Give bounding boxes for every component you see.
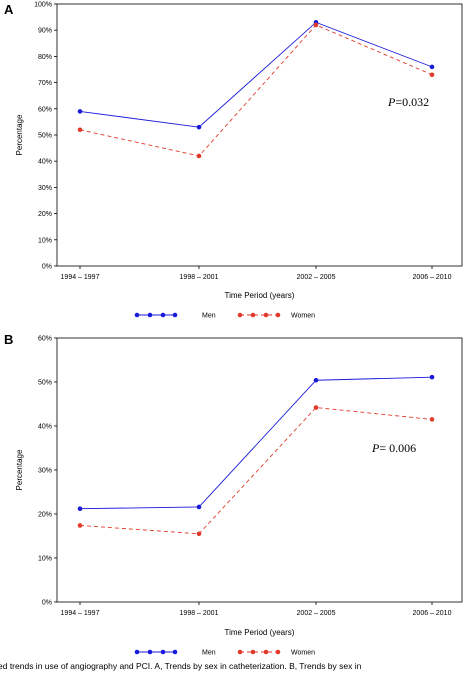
x-tick-label: 2002 – 2005 (297, 274, 336, 281)
data-point-women (313, 22, 319, 28)
x-tick-label: 2006 – 2010 (413, 274, 452, 281)
legend-marker-men (134, 649, 140, 655)
p-value-annotation: P= 0.006 (371, 441, 416, 455)
data-point-men (77, 506, 83, 512)
legend-marker-women (250, 649, 256, 655)
legend-marker-men (160, 312, 166, 318)
legend-marker-women (275, 312, 281, 318)
legend-marker-men (147, 649, 153, 655)
data-point-women (429, 417, 435, 422)
x-tick-label: 2006 – 2010 (413, 610, 452, 617)
x-tick-label: 1998 – 2001 (180, 610, 219, 617)
data-point-women (429, 72, 435, 78)
y-tick-label: 80% (38, 54, 52, 61)
panel-letter: B (4, 332, 13, 347)
legend-marker-women (263, 649, 269, 655)
y-tick-label: 30% (38, 185, 52, 192)
chart-panel-b: B 0% 10% 20% 30% 40% 50% 60% 1994 – 1997 1998 – 2… (4, 332, 463, 657)
plot-frame (56, 3, 463, 267)
y-tick-label: 0% (42, 264, 52, 271)
p-value: =0.032 (395, 95, 429, 109)
panel-letter: A (4, 2, 14, 17)
x-axis-title: Time Period (years) (225, 291, 295, 300)
data-point-women (77, 127, 83, 133)
x-tick-label: 1998 – 2001 (180, 274, 219, 281)
data-point-men (196, 124, 202, 130)
series-line-men (79, 376, 433, 510)
legend-label-men: Men (202, 650, 216, 657)
y-tick-label: 10% (38, 237, 52, 244)
legend-marker-women (250, 312, 256, 318)
y-axis-title: Percentage (15, 114, 24, 155)
p-value-annotation: P=0.032 (387, 95, 429, 109)
legend-label-women: Women (291, 650, 315, 657)
y-tick-label: 70% (38, 80, 52, 87)
legend-marker-men (147, 312, 153, 318)
legend-marker-women (275, 649, 281, 655)
legend-marker-women (237, 312, 243, 318)
legend-label-men: Men (202, 313, 216, 320)
data-point-women (313, 405, 319, 410)
legend-marker-men (160, 649, 166, 655)
y-tick-label: 20% (38, 211, 52, 218)
legend-marker-men (172, 649, 178, 655)
figure-caption: ed trends in use of angiography and PCI.… (0, 661, 362, 671)
legend-marker-women (263, 312, 269, 318)
chart-panel-a: A 0% 10% 20% 30% 40% 50% 60% 70% 80% 90% 100% 1994 –… (4, 2, 463, 320)
data-point-men (196, 504, 202, 510)
x-tick-label: 1994 – 1997 (61, 274, 100, 281)
y-tick-label: 20% (38, 512, 52, 519)
y-tick-label: 40% (38, 159, 52, 166)
data-point-women (196, 153, 202, 159)
series-line-women (79, 407, 433, 535)
data-point-men (313, 377, 319, 383)
y-tick-label: 60% (38, 336, 52, 343)
p-symbol: P (371, 441, 380, 455)
legend-marker-women (237, 649, 243, 655)
y-tick-label: 60% (38, 106, 52, 113)
y-tick-label: 100% (34, 2, 52, 9)
x-axis-title: Time Period (years) (225, 628, 295, 637)
legend-label-women: Women (291, 313, 315, 320)
p-symbol: P (387, 95, 396, 109)
series-line-men (79, 21, 433, 128)
data-point-women (196, 531, 202, 537)
data-point-men (429, 374, 435, 380)
x-tick-label: 2002 – 2005 (297, 610, 336, 617)
data-point-men (77, 109, 83, 114)
y-tick-label: 0% (42, 600, 52, 607)
y-tick-label: 50% (38, 133, 52, 140)
p-value: = 0.006 (379, 441, 416, 455)
y-tick-label: 90% (38, 28, 52, 35)
y-tick-label: 40% (38, 424, 52, 431)
legend-marker-men (172, 312, 178, 318)
y-tick-label: 50% (38, 380, 52, 387)
legend-marker-men (134, 312, 140, 318)
y-tick-label: 10% (38, 556, 52, 563)
data-point-women (77, 523, 83, 528)
data-point-men (429, 64, 435, 70)
series-line-women (79, 24, 433, 157)
x-tick-label: 1994 – 1997 (61, 610, 100, 617)
y-tick-label: 30% (38, 468, 52, 475)
y-axis-title: Percentage (15, 449, 24, 490)
